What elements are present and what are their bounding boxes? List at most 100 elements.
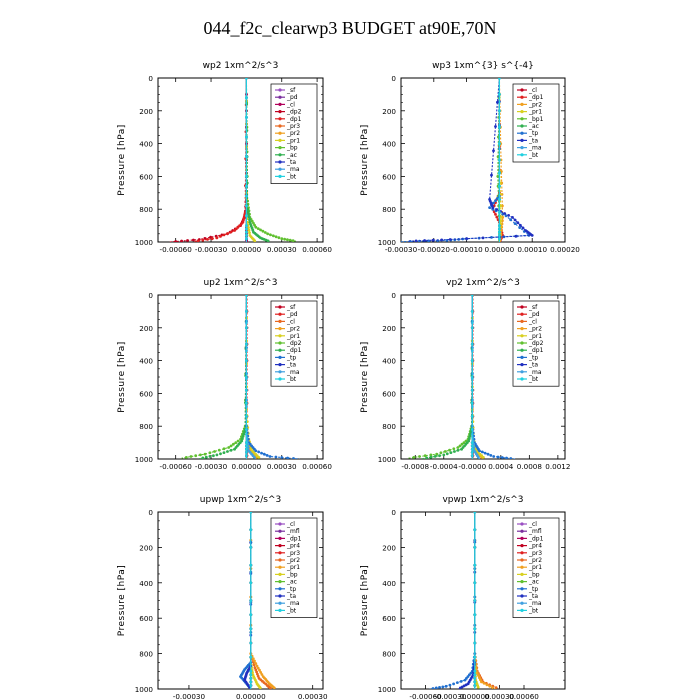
y-tick-label: 0 — [391, 74, 396, 83]
series-line-tp — [471, 295, 516, 459]
x-tick-label: -0.00030 — [173, 692, 206, 700]
data-point — [431, 238, 435, 242]
data-point — [259, 228, 262, 232]
legend-label: _ma — [528, 145, 542, 152]
data-point — [253, 239, 256, 242]
data-point — [463, 678, 467, 682]
data-point — [433, 455, 437, 458]
panel-2: wp3 1xm^{3} s^{-4} Pressure [hPa] 0 200 400 6… — [360, 61, 580, 254]
data-point — [245, 135, 248, 139]
data-point — [249, 613, 253, 617]
data-point — [470, 454, 474, 458]
series-line-pr2 — [474, 512, 500, 689]
legend-marker — [278, 312, 282, 316]
legend-label: _dp2 — [286, 109, 302, 116]
series-line-ta — [458, 512, 476, 689]
legend-marker — [520, 327, 524, 331]
series-group — [408, 295, 516, 459]
data-point — [521, 226, 525, 230]
legend-label: _ta — [286, 159, 296, 166]
legend-label: _dp2 — [286, 340, 302, 347]
legend-label: _pd — [528, 311, 540, 318]
data-point — [203, 237, 207, 240]
data-point — [222, 451, 226, 454]
legend-marker — [278, 138, 282, 142]
legend-label: _tp — [528, 354, 538, 361]
legend-marker — [520, 334, 524, 338]
data-point — [254, 225, 258, 229]
data-point — [513, 218, 517, 222]
legend-marker — [520, 319, 524, 323]
data-point — [292, 457, 295, 459]
legend-marker — [278, 334, 282, 338]
panel-title: up2 1xm^2/s^3 — [203, 278, 277, 288]
legend-label: _dp1 — [528, 94, 544, 101]
data-point — [505, 456, 508, 459]
y-tick-label: 800 — [139, 205, 153, 214]
data-point — [222, 447, 226, 451]
data-point — [286, 456, 289, 459]
data-point — [229, 444, 233, 448]
data-point — [470, 451, 474, 454]
data-point — [249, 546, 253, 549]
x-tick-label: 0.00020 — [550, 245, 580, 254]
y-tick-label: 0 — [391, 508, 396, 517]
data-point — [245, 204, 248, 208]
data-point — [245, 155, 248, 159]
legend-marker — [278, 319, 282, 323]
data-point — [272, 686, 276, 689]
data-point — [245, 214, 248, 218]
data-point — [496, 455, 500, 459]
data-point — [245, 447, 248, 451]
data-point — [263, 231, 267, 234]
legend-marker — [520, 608, 524, 613]
data-point — [249, 563, 253, 567]
data-point — [210, 237, 214, 241]
x-tick-label: -0.00020 — [418, 245, 451, 254]
legend-label: _pr1 — [528, 333, 542, 340]
data-point — [452, 447, 456, 451]
data-point — [280, 237, 284, 241]
data-point — [468, 435, 472, 438]
legend-marker — [278, 167, 282, 171]
data-point — [473, 563, 477, 567]
legend-label: _bt — [286, 173, 297, 180]
data-point — [261, 229, 265, 233]
data-point — [249, 669, 253, 673]
y-tick-label: 600 — [139, 389, 153, 398]
legend-label: _ta — [528, 137, 538, 144]
legend: _sf_pd_cl_dp2_dp1_pr3_pr2_pr1_bp_ac_ta_m… — [270, 83, 318, 184]
data-point — [478, 449, 481, 453]
data-point — [245, 175, 248, 178]
legend-marker — [520, 312, 524, 316]
data-point — [174, 240, 178, 242]
x-tick-label: 0.00000 — [232, 462, 262, 471]
y-axis-label: Pressure [hPa] — [360, 124, 370, 196]
data-point — [247, 228, 251, 232]
data-point — [499, 216, 503, 219]
data-point — [442, 453, 446, 457]
data-point — [470, 447, 474, 451]
y-tick-label: 200 — [382, 107, 396, 116]
data-point — [456, 681, 459, 684]
data-point — [439, 451, 443, 455]
legend-label: _pr1 — [286, 564, 300, 571]
data-point — [511, 216, 514, 219]
legend-marker — [278, 327, 282, 331]
x-tick-label: -0.00030 — [434, 692, 467, 700]
legend-label: _dp1 — [528, 347, 544, 354]
data-point — [473, 613, 477, 617]
data-point — [452, 682, 455, 686]
legend-label: _cl — [528, 521, 537, 528]
data-point — [257, 450, 260, 454]
data-point — [245, 342, 248, 346]
data-point — [498, 109, 501, 113]
data-point — [271, 234, 275, 238]
legend-label: _bp1 — [528, 116, 544, 123]
legend: _sf_pd_cl_pr2_pr1_dp2_dp1_tp_ta_ma_bt — [512, 300, 560, 387]
legend-marker — [278, 587, 282, 591]
legend-marker — [278, 88, 282, 92]
data-point — [496, 155, 500, 159]
x-tick-label: 0.00030 — [267, 462, 297, 471]
data-point — [473, 546, 477, 549]
